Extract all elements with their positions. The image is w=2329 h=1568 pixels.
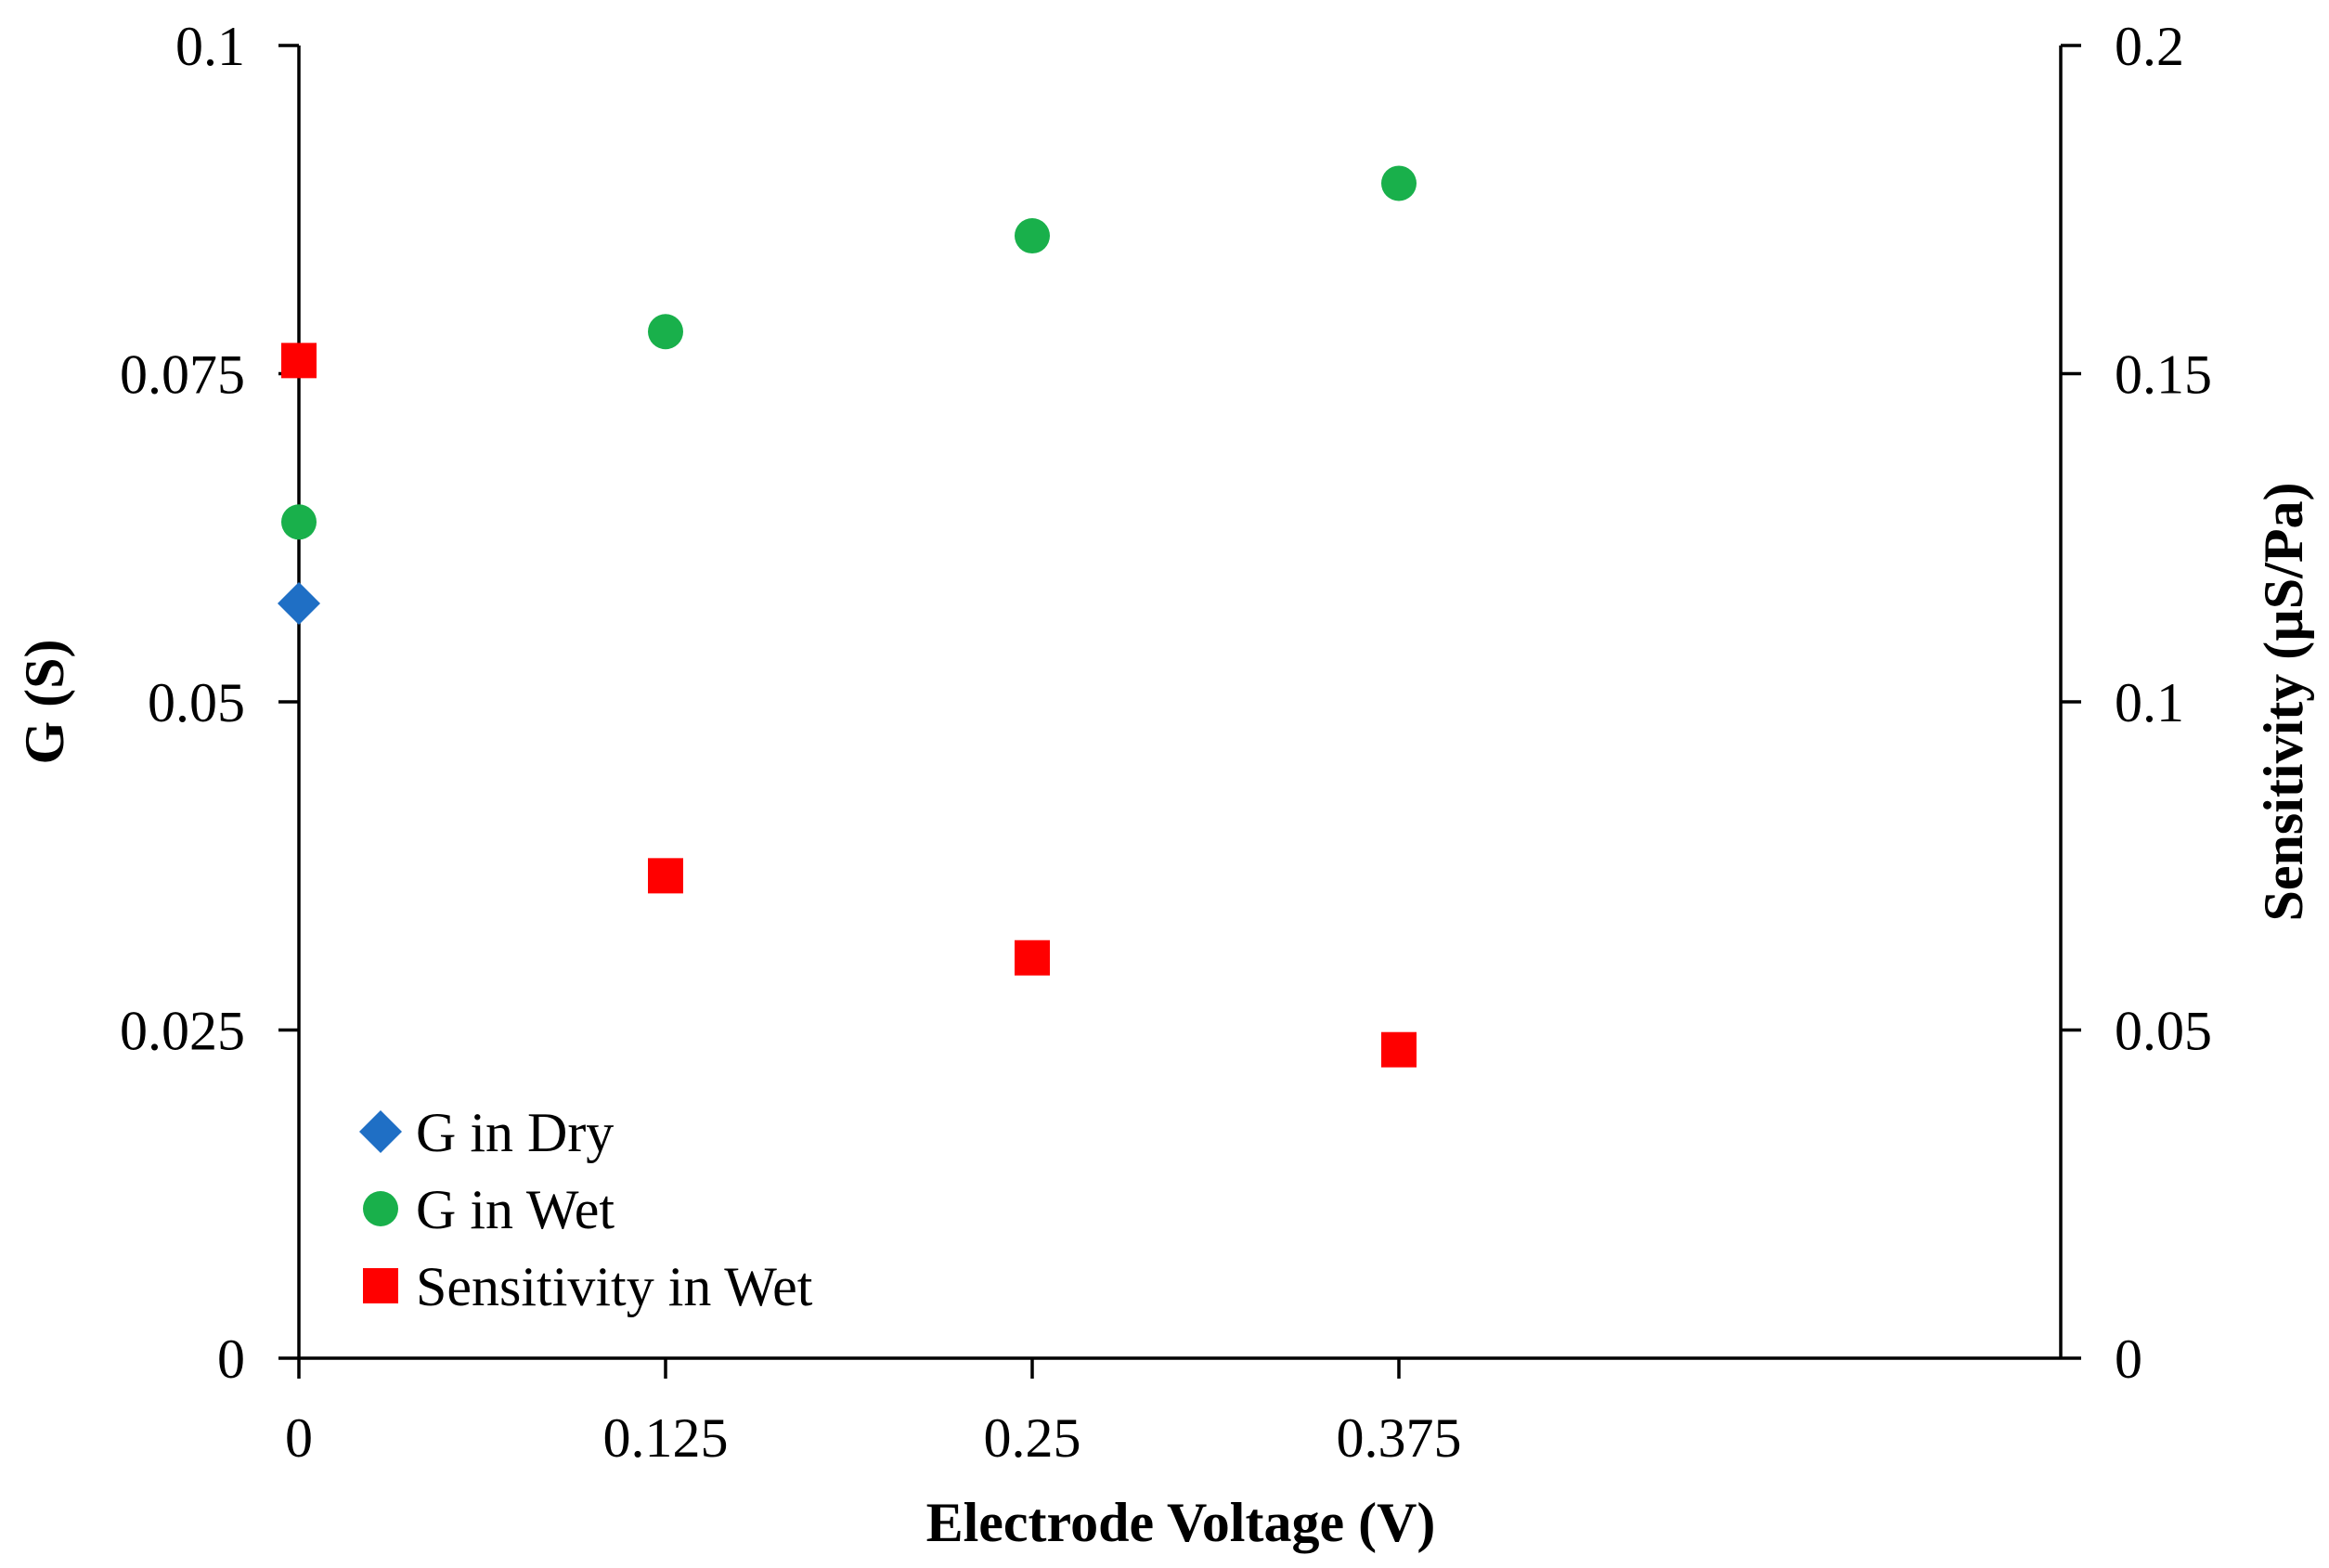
legend-marker [363, 1268, 398, 1303]
y-tick-label: 0.1 [175, 16, 245, 77]
data-point [648, 314, 683, 350]
legend: G in Dry G in Wet Sensitivity in Wet [359, 1102, 813, 1317]
x-tick-label: 0.125 [603, 1407, 729, 1469]
series-sensitivity-in-wet [281, 343, 1417, 1068]
x-tick-label: 0.25 [984, 1407, 1081, 1469]
data-point [1381, 165, 1417, 201]
y2-tick-label: 0.1 [2115, 672, 2184, 733]
data-point [1381, 1031, 1417, 1068]
data-point [1015, 218, 1050, 254]
y2-axis-title: Sensitivity (µS/Pa) [2253, 483, 2314, 922]
data-point [1015, 940, 1050, 976]
y-axis-title: G (S) [14, 640, 75, 765]
y-tick-label: 0.05 [148, 672, 245, 733]
data-point [278, 581, 320, 625]
ticks [278, 44, 2081, 1379]
data-point [648, 858, 683, 894]
data-markers [278, 165, 1417, 1068]
legend-label: Sensitivity in Wet [416, 1256, 813, 1317]
y-tick-label: 0.025 [120, 1001, 245, 1062]
series-g-in-dry [278, 581, 320, 625]
y2-tick-label: 0.2 [2115, 16, 2184, 77]
y2-tick-label: 0.05 [2115, 1001, 2212, 1062]
tick-labels: 0 0.025 0.05 0.075 0.1 0 0.05 0.1 0.15 0.2 0 0.125 0… [120, 16, 2212, 1469]
y2-tick-label: 0.15 [2115, 344, 2212, 406]
x-tick-label: 0 [285, 1407, 313, 1469]
y-tick-label: 0.075 [120, 344, 245, 406]
y-tick-label: 0 [217, 1328, 245, 1390]
legend-label: G in Dry [416, 1102, 614, 1163]
y2-tick-label: 0 [2115, 1328, 2142, 1390]
legend-marker [359, 1110, 402, 1153]
x-axis-title: Electrode Voltage (V) [926, 1492, 1436, 1553]
data-point [281, 504, 317, 540]
data-point [281, 343, 317, 379]
series-g-in-wet [281, 165, 1417, 540]
x-tick-label: 0.375 [1337, 1407, 1462, 1469]
legend-label: G in Wet [416, 1179, 615, 1240]
legend-marker [363, 1191, 398, 1226]
